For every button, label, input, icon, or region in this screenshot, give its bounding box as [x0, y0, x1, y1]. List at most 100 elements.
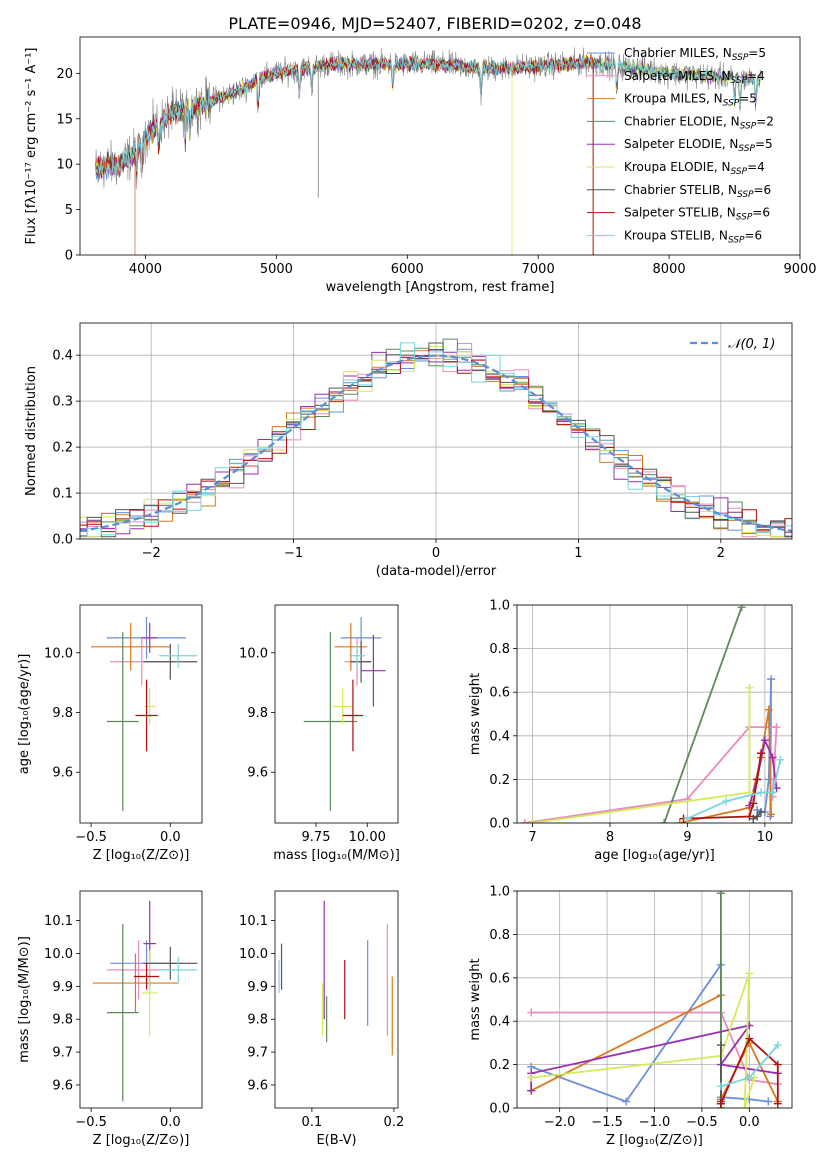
weight-marker-salpeter-elodie — [768, 753, 777, 762]
y-tick-label: 9.8 — [247, 706, 268, 721]
x-axis-label: Z [log₁₀(Z/Z⊙)] — [93, 1133, 190, 1148]
x-tick-label: −1.5 — [591, 1115, 623, 1130]
y-tick-label: 10.0 — [239, 947, 268, 962]
weight-marker-salpeter-miles — [772, 723, 781, 732]
legend-entry-chabrier-stelib: Chabrier STELIB, NSSP=6 — [624, 183, 771, 200]
y-tick-label: 9.9 — [52, 980, 73, 995]
legend-suffix: =4 — [747, 160, 765, 174]
x-tick-label: 1 — [574, 546, 582, 561]
legend-suffix: =2 — [756, 114, 774, 128]
weight-marker-chabrier-miles — [622, 1097, 631, 1106]
legend-entry-chabrier-elodie: Chabrier ELODIE, NSSP=2 — [624, 114, 774, 131]
x-tick-label: 10.00 — [349, 830, 386, 845]
weight-line-kroupa-elodie — [532, 687, 751, 823]
y-tick-label: 10 — [56, 158, 73, 173]
y-tick-label: 9.6 — [247, 1078, 268, 1093]
weight-marker-chabrier-miles — [764, 775, 773, 784]
legend-entry-kroupa-elodie: Kroupa ELODIE, NSSP=4 — [624, 160, 765, 177]
legend-sub: SSP — [731, 76, 748, 86]
x-axis-label: E(B-V) — [316, 1133, 356, 1148]
weight-marker-salpeter-stelib — [753, 775, 762, 784]
x-tick-label: 0.2 — [384, 1115, 405, 1130]
plot-area — [80, 338, 792, 538]
legend-suffix: =6 — [752, 206, 770, 220]
x-tick-label: 0.0 — [160, 1115, 181, 1130]
y-tick-label: 0.4 — [489, 1015, 510, 1030]
axes-frame — [516, 890, 793, 1109]
weight-marker-chabrier-stelib — [753, 812, 762, 821]
legend-suffix: =6 — [754, 183, 772, 197]
x-tick-label: −0.5 — [75, 1115, 107, 1130]
panel-spectrum: 4000 5000 6000 7000 8000 9000 0 5 10 15 20 waveleng… — [24, 36, 817, 295]
x-tick-label: −0.5 — [686, 1115, 718, 1130]
legend-sub: SSP — [732, 53, 749, 63]
legend-entry-salpeter-elodie: Salpeter ELODIE, NSSP=5 — [624, 137, 773, 154]
x-tick-label: 8000 — [653, 262, 686, 277]
legend-text: Chabrier MILES, N — [624, 46, 732, 60]
axes-frame — [274, 890, 399, 1109]
weight-marker-kroupa-miles — [764, 705, 773, 714]
legend-suffix: =5 — [755, 137, 773, 151]
x-tick-label: 9 — [683, 830, 691, 845]
panel-mass-weight-vs-Z: −2.0 −1.5 −1.0 −0.5 0.0 0.0 0.2 0.4 0.6 0.8 1.0 Z [… — [468, 885, 793, 1148]
legend-text: Kroupa STELIB, N — [624, 228, 728, 242]
y-tick-label: 0.8 — [489, 928, 510, 943]
x-tick-label: 0.1 — [302, 1115, 323, 1130]
legend-text: Salpeter MILES, N — [624, 69, 731, 83]
panel-age-vs-Z: −0.5 0.0 9.6 9.8 10.0 Z [log₁₀(Z/Z⊙)] age [log… — [17, 604, 203, 863]
legend-text: Salpeter ELODIE, N — [624, 137, 738, 151]
plot-area — [278, 900, 393, 1056]
axes-frame — [79, 36, 801, 256]
legend-suffix: =4 — [747, 69, 765, 83]
legend-entry-kroupa-miles: Kroupa MILES, NSSP=5 — [624, 92, 757, 109]
legend-sub: SSP — [731, 167, 748, 177]
y-axis-label: mass [log₁₀(M/M⊙)] — [17, 936, 32, 1063]
weight-marker-salpeter-stelib — [773, 1099, 782, 1108]
weight-line-chabrier-elodie — [663, 606, 743, 823]
y-axis-label: Normed distribution — [24, 366, 39, 496]
x-tick-label: 9.75 — [302, 830, 331, 845]
weight-line-salpeter-miles — [524, 726, 778, 823]
y-tick-label: 9.8 — [247, 1013, 268, 1028]
axes-frame — [516, 604, 793, 824]
y-tick-label: 10.0 — [239, 646, 268, 661]
x-axis-label: Z [log₁₀(Z/Z⊙)] — [93, 848, 190, 863]
weight-marker-kroupa-stelib — [773, 1041, 782, 1050]
axes-frame — [79, 322, 793, 540]
weight-marker-kroupa-stelib — [768, 788, 777, 797]
x-tick-label: 8 — [606, 830, 614, 845]
weight-marker-salpeter-miles — [520, 819, 529, 823]
y-tick-label: 9.6 — [52, 766, 73, 781]
legend-text: Kroupa MILES, N — [624, 92, 723, 106]
y-tick-label: 0.4 — [52, 349, 73, 364]
y-tick-label: 0.0 — [52, 533, 73, 548]
y-tick-label: 0.4 — [489, 729, 510, 744]
weight-marker-kroupa-stelib — [683, 814, 692, 823]
x-tick-label: −0.5 — [75, 830, 107, 845]
weight-marker-kroupa-elodie — [745, 969, 754, 978]
weight-marker-kroupa-elodie — [745, 683, 754, 692]
weight-marker-salpeter-miles — [527, 1008, 536, 1017]
plot-area — [95, 47, 761, 255]
weight-marker-chabrier-miles — [767, 675, 776, 684]
x-tick-label: −1 — [284, 546, 303, 561]
y-tick-label: 0.1 — [52, 487, 73, 502]
y-tick-label: 9.9 — [247, 980, 268, 995]
x-axis-label: wavelength [Angstrom, rest frame] — [326, 280, 555, 295]
x-axis-label: Z [log₁₀(Z/Z⊙)] — [606, 1133, 703, 1148]
axes-frame — [79, 604, 203, 824]
histogram-kroupa-stelib — [80, 342, 792, 537]
weight-marker-kroupa-miles — [767, 810, 776, 819]
y-tick-label: 9.6 — [52, 1078, 73, 1093]
y-tick-label: 0.0 — [489, 1102, 510, 1117]
y-tick-label: 9.7 — [52, 1046, 73, 1061]
legend-entry-kroupa-stelib: Kroupa STELIB, NSSP=6 — [624, 228, 762, 245]
y-tick-label: 20 — [56, 67, 73, 82]
weight-marker-salpeter-stelib — [745, 812, 754, 821]
weight-marker-kroupa-stelib — [757, 788, 766, 797]
x-tick-label: 0.0 — [739, 1115, 760, 1130]
legend-sub: SSP — [737, 190, 754, 200]
y-tick-label: 10.1 — [44, 914, 73, 929]
weight-marker-kroupa-miles — [675, 819, 684, 823]
